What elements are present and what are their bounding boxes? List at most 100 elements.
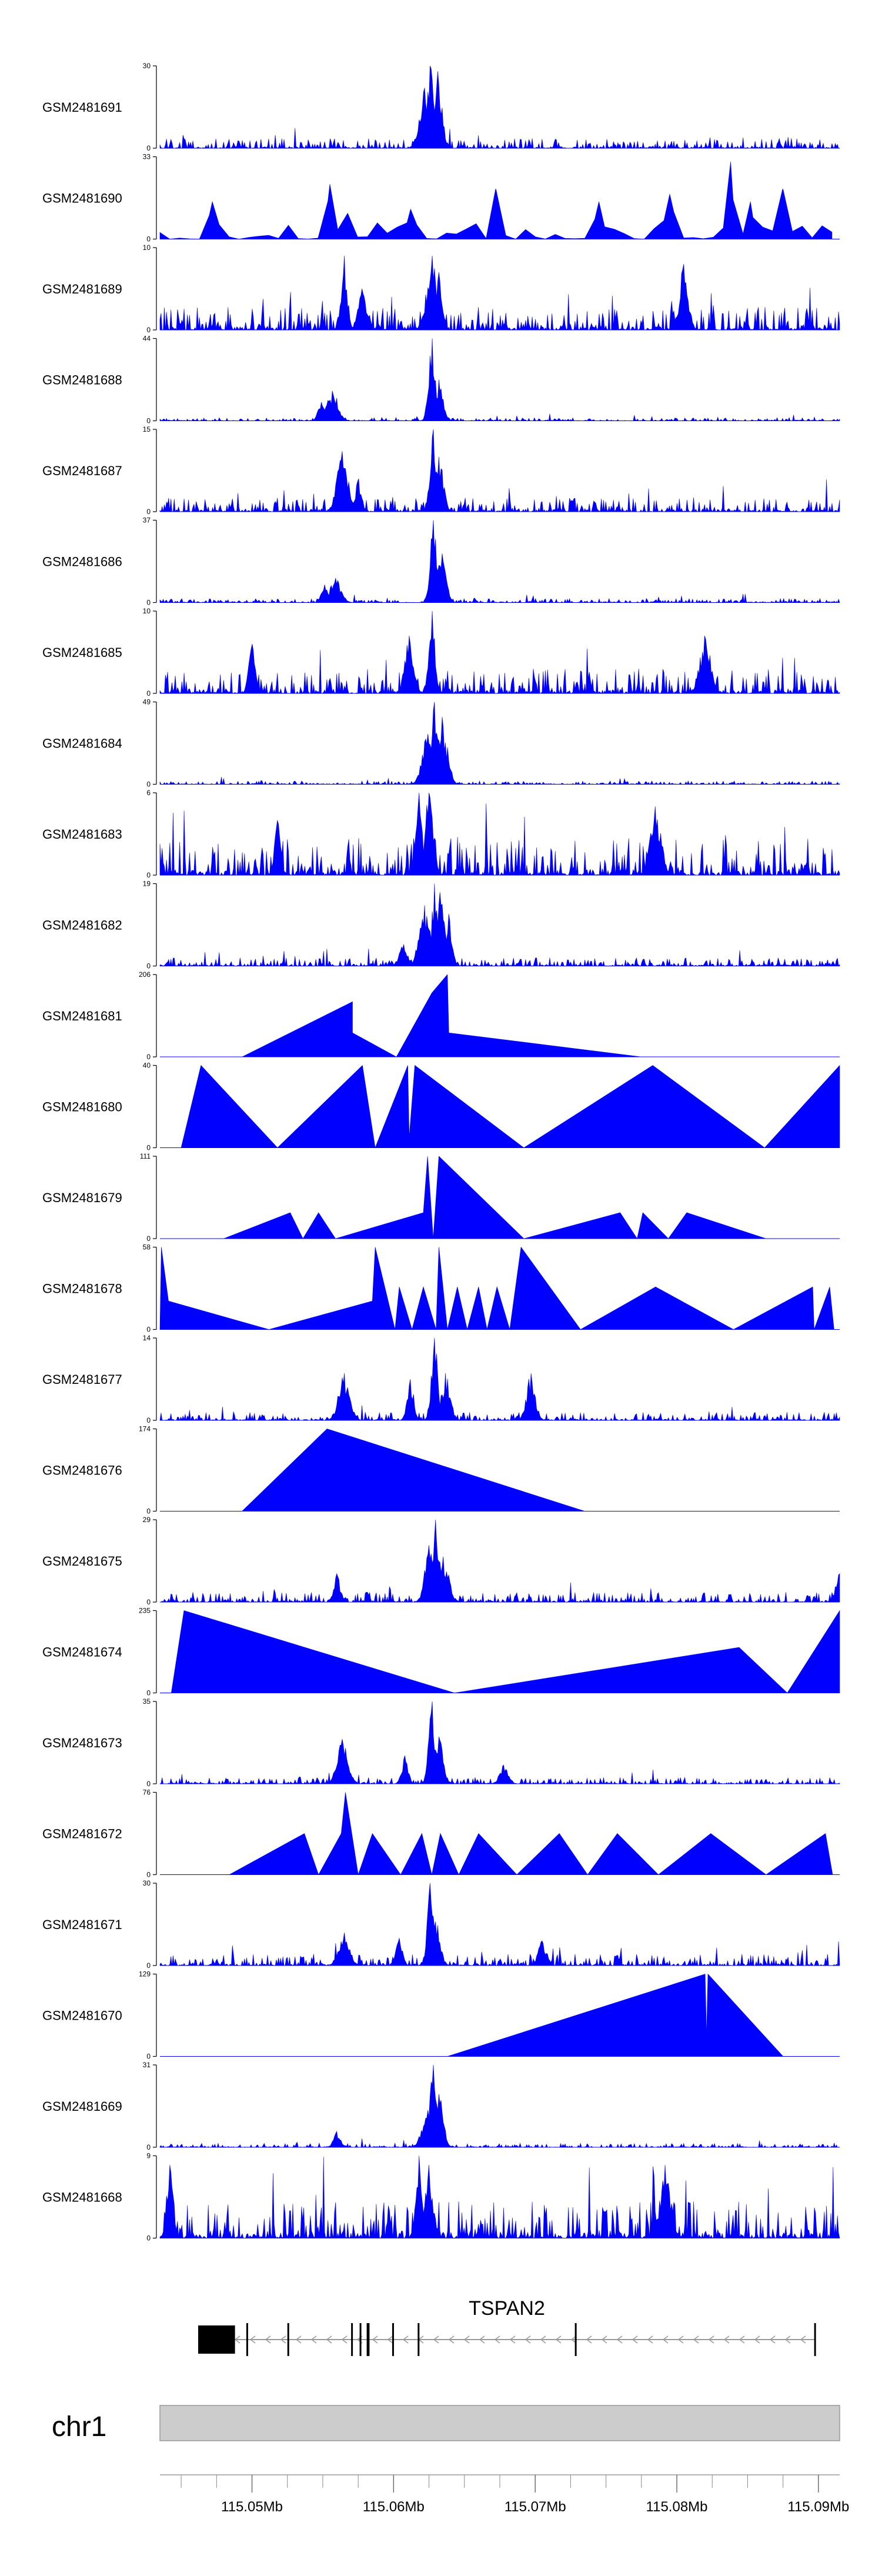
y-tick-label-max: 37 (143, 516, 151, 525)
strand-chevron-icon (448, 2335, 455, 2344)
y-tick-label-min: 0 (146, 235, 151, 243)
y-tick-label-max: 9 (146, 2152, 151, 2160)
genome-axis: chr1 115.05Mb 115.06Mb 115.07Mb 115.08Mb 115.… (52, 2405, 849, 2515)
y-tick-label-max: 19 (143, 880, 151, 888)
y-tick-label-max: 31 (143, 2061, 151, 2069)
coverage-area (159, 1519, 840, 1603)
strand-chevron-icon (234, 2335, 240, 2344)
coverage-area (159, 2155, 840, 2239)
strand-chevron-icon (402, 2335, 409, 2344)
y-tick-label-min: 0 (146, 1144, 151, 1152)
track-label: GSM2481689 (42, 282, 122, 296)
gene-exon (246, 2323, 248, 2356)
y-tick-label-max: 10 (143, 243, 151, 252)
y-tick-label-min: 0 (146, 1507, 151, 1516)
y-tick-label-min: 0 (146, 144, 151, 152)
track-GSM2481691: GSM2481691 30 0 (42, 62, 840, 152)
gene-exon (198, 2325, 235, 2354)
coverage-area (159, 1883, 840, 1967)
x-tick-label: 115.07Mb (505, 2499, 566, 2515)
strand-chevron-icon (800, 2335, 806, 2344)
track-label: GSM2481677 (42, 1372, 122, 1387)
y-tick-label-max: 111 (140, 1152, 151, 1160)
track-GSM2481676: GSM2481676 174 0 (42, 1425, 840, 1516)
strand-chevron-icon (632, 2335, 638, 2344)
strand-chevron-icon (265, 2335, 271, 2344)
coverage-area (242, 974, 642, 1057)
coverage-area (159, 255, 840, 331)
y-tick-label-min: 0 (146, 599, 151, 607)
track-label: GSM2481671 (42, 1917, 122, 1932)
y-tick-label-max: 174 (139, 1425, 151, 1433)
y-tick-label-min: 0 (146, 2143, 151, 2151)
y-tick-label-max: 44 (143, 335, 151, 343)
y-tick-label-min: 0 (146, 780, 151, 789)
coverage-area (229, 1792, 833, 1876)
y-tick-label-max: 235 (139, 1607, 151, 1615)
track-label: GSM2481678 (42, 1282, 122, 1296)
coverage-area (241, 1429, 585, 1511)
strand-chevron-icon (280, 2335, 286, 2344)
y-tick-label-max: 15 (143, 425, 151, 433)
strand-chevron-icon (479, 2335, 485, 2344)
gene-exon (359, 2323, 362, 2356)
y-tick-label-min: 0 (146, 1234, 151, 1243)
strand-chevron-icon (647, 2335, 653, 2344)
y-tick-label-max: 49 (143, 698, 151, 706)
track-GSM2481677: GSM2481677 14 0 (42, 1334, 840, 1424)
strand-chevron-icon (341, 2335, 348, 2344)
gene-exon (814, 2323, 816, 2356)
coverage-area (159, 520, 840, 603)
strand-chevron-icon (662, 2335, 669, 2344)
y-tick-label-max: 14 (143, 1334, 151, 1342)
x-tick-label: 115.08Mb (646, 2499, 708, 2515)
track-label: GSM2481679 (42, 1190, 122, 1205)
track-GSM2481680: GSM2481680 40 0 (42, 1062, 840, 1152)
y-tick-label-min: 0 (146, 2053, 151, 2061)
coverage-area (159, 2064, 840, 2148)
strand-chevron-icon (754, 2335, 760, 2344)
strand-chevron-icon (540, 2335, 546, 2344)
y-tick-label-min: 0 (146, 1326, 151, 1334)
chromosome-ideogram (159, 2405, 840, 2441)
coverage-area (159, 161, 833, 239)
track-label: GSM2481682 (42, 918, 122, 933)
strand-chevron-icon (310, 2335, 317, 2344)
track-GSM2481672: GSM2481672 76 0 (42, 1788, 840, 1879)
coverage-area (159, 1337, 840, 1422)
coverage-area (159, 1246, 834, 1330)
coverage-area (223, 1156, 766, 1239)
y-tick-label-min: 0 (146, 508, 151, 516)
strand-chevron-icon (463, 2335, 470, 2344)
y-tick-label-max: 40 (143, 1062, 151, 1070)
track-GSM2481669: GSM2481669 31 0 (42, 2061, 840, 2151)
strand-chevron-icon (784, 2335, 791, 2344)
track-GSM2481674: GSM2481674 235 0 (42, 1607, 840, 1697)
y-tick-label-max: 33 (143, 153, 151, 161)
track-GSM2481675: GSM2481675 29 0 (42, 1516, 840, 1606)
y-tick-label-min: 0 (146, 689, 151, 698)
track-GSM2481668: GSM2481668 9 0 (42, 2152, 840, 2243)
track-GSM2481683: GSM2481683 6 0 (42, 789, 840, 879)
y-tick-label-min: 0 (146, 1598, 151, 1606)
track-label: GSM2481670 (42, 2008, 122, 2023)
chromosome-label: chr1 (52, 2411, 106, 2442)
coverage-area (159, 610, 840, 695)
gene-exon (287, 2323, 289, 2356)
track-label: GSM2481673 (42, 1736, 122, 1750)
track-label: GSM2481690 (42, 191, 122, 206)
track-GSM2481681: GSM2481681 206 0 (42, 970, 840, 1061)
track-GSM2481673: GSM2481673 35 0 (42, 1697, 840, 1788)
track-GSM2481679: GSM2481679 111 0 (42, 1152, 840, 1243)
y-tick-label-max: 30 (143, 62, 151, 70)
coverage-area (171, 1610, 840, 1693)
track-GSM2481688: GSM2481688 44 0 (42, 335, 840, 425)
y-tick-label-max: 76 (143, 1788, 151, 1797)
gene-exon (417, 2323, 420, 2356)
strand-chevron-icon (616, 2335, 623, 2344)
strand-chevron-icon (723, 2335, 730, 2344)
track-label: GSM2481668 (42, 2190, 122, 2205)
strand-chevron-icon (708, 2335, 714, 2344)
track-GSM2481686: GSM2481686 37 0 (42, 516, 840, 607)
coverage-area (447, 1973, 784, 2057)
